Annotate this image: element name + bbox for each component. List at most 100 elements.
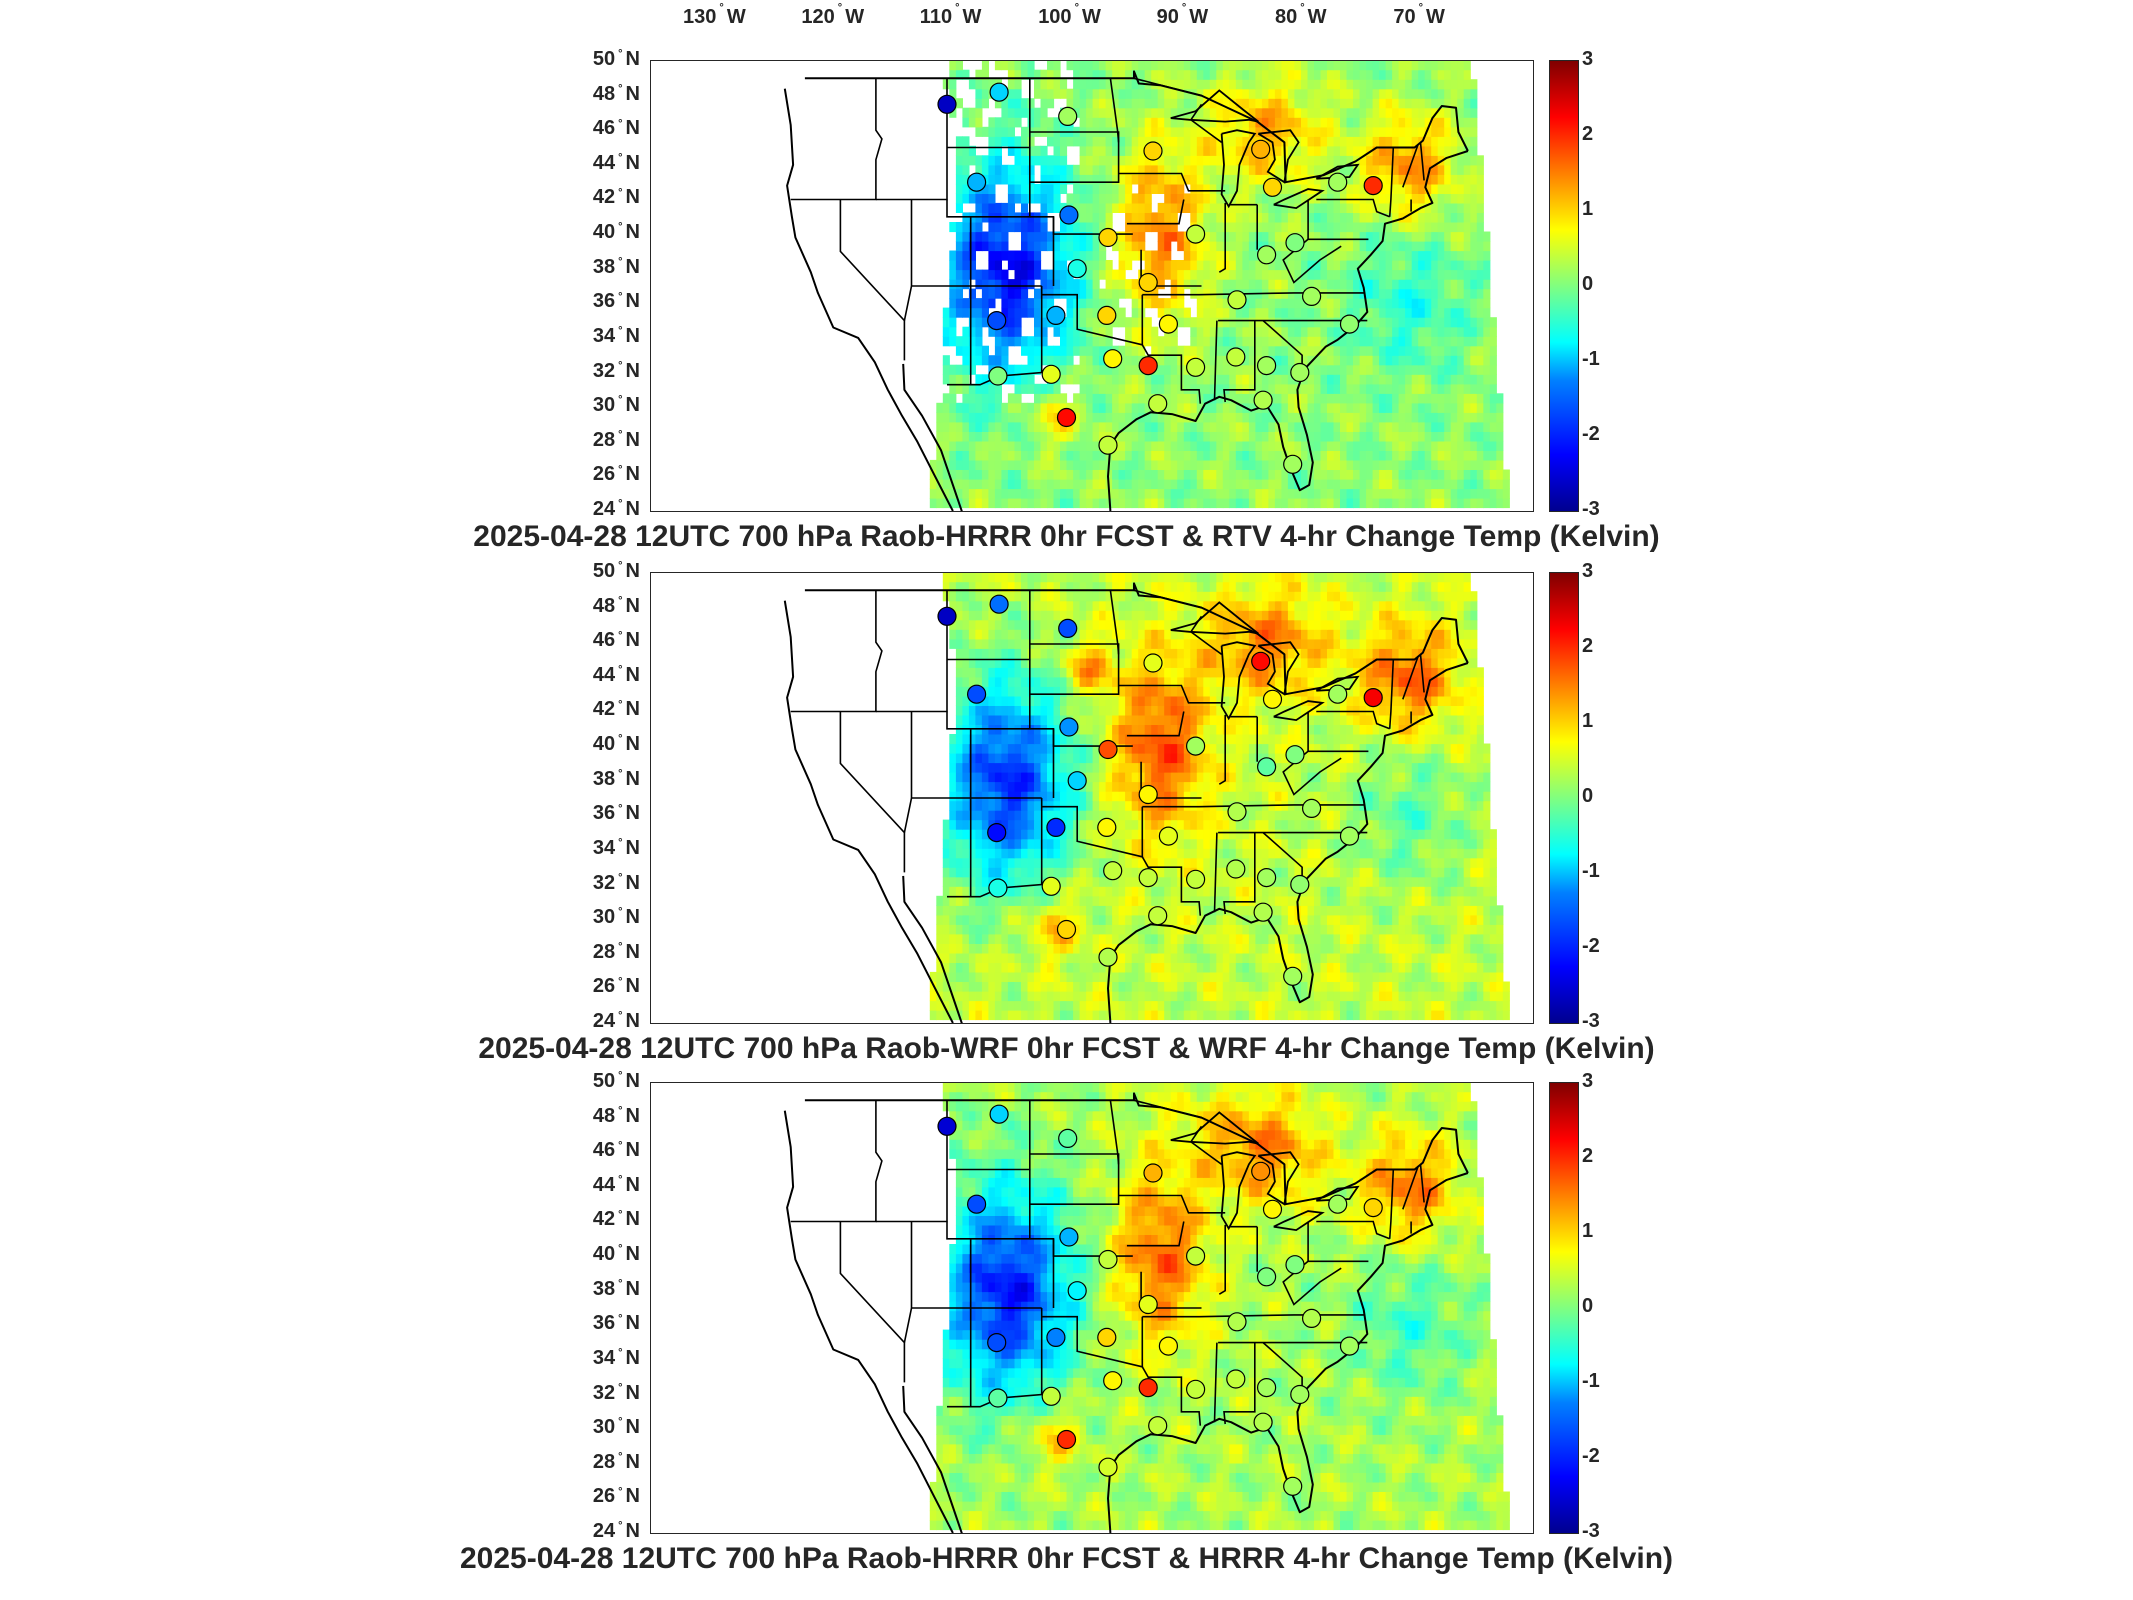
field-cell <box>1099 298 1107 309</box>
field-cell <box>1333 345 1341 356</box>
field-cell <box>1307 222 1315 233</box>
field-cell <box>942 962 950 973</box>
field-cell <box>1385 69 1393 80</box>
field-cell <box>1242 374 1250 385</box>
field-cell <box>1177 952 1185 963</box>
field-cell <box>1444 440 1452 451</box>
field-cell <box>1216 145 1224 156</box>
field-cell <box>1099 241 1107 252</box>
field-cell <box>1248 971 1256 982</box>
map-frame[interactable] <box>650 572 1534 1024</box>
map-frame[interactable] <box>650 60 1534 512</box>
field-cell <box>1333 962 1341 973</box>
raob-site-marker <box>1290 362 1310 383</box>
field-cell <box>1144 498 1152 509</box>
field-cell <box>1092 222 1100 233</box>
field-cell <box>1014 488 1022 499</box>
field-cell <box>1170 952 1178 963</box>
field-cell <box>1411 126 1419 137</box>
field-cell <box>1073 79 1081 90</box>
field-cell <box>1372 431 1380 442</box>
field-cell <box>1353 402 1361 413</box>
field-cell <box>1053 1010 1061 1021</box>
field-cell <box>1001 61 1009 71</box>
field-cell <box>1463 155 1471 166</box>
field-cell <box>1047 488 1055 499</box>
field-cell <box>1177 914 1185 925</box>
field-cell <box>1099 412 1107 423</box>
field-cell <box>1411 488 1419 499</box>
field-cell <box>1086 498 1094 509</box>
field-cell <box>1073 374 1081 385</box>
field-cell <box>1353 307 1361 318</box>
field-cell <box>1073 498 1081 509</box>
field-cell <box>1007 1010 1015 1021</box>
field-cell <box>1431 393 1439 404</box>
field-cell <box>1405 326 1413 337</box>
field-cell <box>1157 202 1165 213</box>
field-cell <box>1470 924 1478 935</box>
field-cell <box>1463 952 1471 963</box>
field-cell <box>1144 374 1152 385</box>
field-cell <box>1301 393 1309 404</box>
field-cell <box>1073 1000 1081 1011</box>
field-cell <box>1287 981 1295 992</box>
field-cell <box>1333 431 1341 442</box>
field-cell <box>981 479 989 490</box>
field-cell <box>1216 279 1224 290</box>
field-cell <box>1222 155 1230 166</box>
field-cell <box>994 383 1002 394</box>
field-cell <box>1392 88 1400 99</box>
field-cell <box>1444 155 1452 166</box>
field-cell <box>1483 364 1491 375</box>
field-cell <box>975 498 983 509</box>
field-cell <box>1118 202 1126 213</box>
field-cell <box>1047 117 1055 128</box>
field-cell <box>1209 88 1217 99</box>
field-cell <box>1255 933 1263 944</box>
field-cell <box>1209 145 1217 156</box>
field-cell <box>1366 317 1374 328</box>
field-cell <box>1398 933 1406 944</box>
field-cell <box>1151 326 1159 337</box>
field-cell <box>1463 231 1471 242</box>
field-cell <box>1021 914 1029 925</box>
field-cell <box>1034 421 1042 432</box>
field-cell <box>1151 345 1159 356</box>
field-cell <box>1411 933 1419 944</box>
field-cell <box>1066 136 1074 147</box>
field-cell <box>1274 212 1282 223</box>
field-cell <box>1346 345 1354 356</box>
field-cell <box>1209 914 1217 925</box>
field-cell <box>1235 231 1243 242</box>
field-cell <box>1274 326 1282 337</box>
field-cell <box>1268 222 1276 233</box>
field-cell <box>1385 241 1393 252</box>
field-cell <box>1053 288 1061 299</box>
field-cell <box>1463 440 1471 451</box>
field-cell <box>1177 943 1185 954</box>
field-cell <box>1053 260 1061 271</box>
field-cell <box>1118 421 1126 432</box>
field-cell <box>1235 991 1243 1002</box>
field-cell <box>1040 981 1048 992</box>
field-cell <box>1021 145 1029 156</box>
field-cell <box>1138 991 1146 1002</box>
field-cell <box>1099 943 1107 954</box>
field-cell <box>1040 69 1048 80</box>
field-cell <box>1131 241 1139 252</box>
field-cell <box>1066 174 1074 185</box>
field-cell <box>1229 962 1237 973</box>
field-cell <box>1118 69 1126 80</box>
field-cell <box>988 164 996 175</box>
field-cell <box>1359 126 1367 137</box>
field-cell <box>1053 981 1061 992</box>
field-cell <box>1138 905 1146 916</box>
field-cell <box>1379 88 1387 99</box>
field-cell <box>1255 79 1263 90</box>
field-cell <box>1216 174 1224 185</box>
field-cell <box>1274 943 1282 954</box>
field-cell <box>988 222 996 233</box>
field-cell <box>1444 164 1452 175</box>
field-cell <box>1235 88 1243 99</box>
